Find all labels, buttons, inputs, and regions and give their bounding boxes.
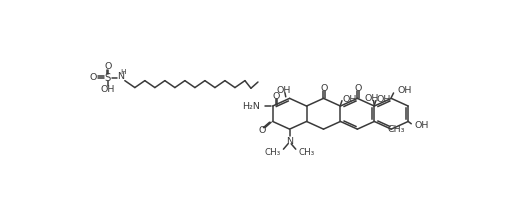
Text: OH: OH xyxy=(414,121,429,130)
Text: CH₃: CH₃ xyxy=(388,125,405,134)
Text: OH: OH xyxy=(276,86,290,95)
Text: OH: OH xyxy=(101,85,115,94)
Text: H₂N: H₂N xyxy=(243,102,261,110)
Text: O: O xyxy=(104,62,112,71)
Text: OH: OH xyxy=(365,94,379,103)
Text: S: S xyxy=(105,73,111,83)
Text: OH: OH xyxy=(397,86,412,95)
Text: O: O xyxy=(355,84,362,93)
Text: OH: OH xyxy=(377,95,391,104)
Text: H: H xyxy=(121,69,126,75)
Text: OH: OH xyxy=(343,95,357,104)
Text: O: O xyxy=(321,84,328,93)
Text: N: N xyxy=(117,72,124,80)
Text: O: O xyxy=(258,126,266,135)
Text: CH₃: CH₃ xyxy=(264,148,280,157)
Text: O: O xyxy=(273,92,280,101)
Text: CH₃: CH₃ xyxy=(299,148,315,157)
Text: O: O xyxy=(89,73,97,82)
Text: N: N xyxy=(286,137,293,146)
